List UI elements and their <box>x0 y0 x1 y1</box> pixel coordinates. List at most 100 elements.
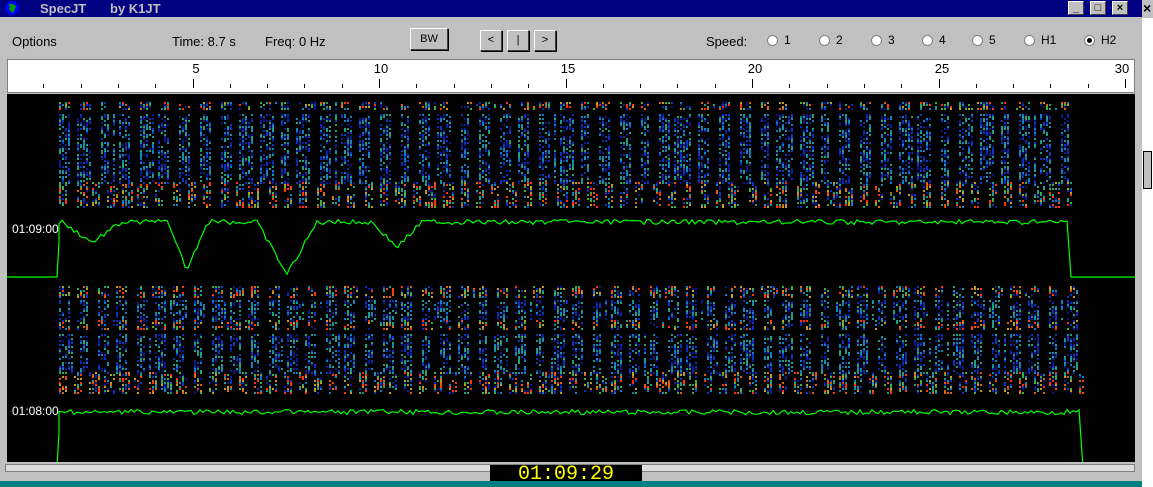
spectrogram-pixel <box>320 144 322 146</box>
close-icon[interactable]: × <box>1143 0 1152 16</box>
spectrogram-pixel <box>335 174 337 176</box>
spectrogram-pixel <box>587 126 589 128</box>
waterfall-display[interactable]: 01:09:00 01:08:00 <box>7 94 1135 462</box>
spectrogram-pixel <box>128 138 130 140</box>
spectrogram-pixel <box>404 162 406 164</box>
spectrogram-pixel <box>236 194 238 196</box>
speed-radio-4[interactable]: 4 <box>922 33 946 47</box>
spectrogram-pixel <box>902 120 904 122</box>
spectrogram-pixel <box>848 164 850 166</box>
spectrogram-pixel <box>86 128 88 130</box>
maximize-button[interactable]: □ <box>1090 1 1106 15</box>
spectrogram-pixel <box>107 164 109 166</box>
speed-radio-5[interactable]: 5 <box>972 33 996 47</box>
spectrogram-pixel <box>524 158 526 160</box>
spectrogram-pixel <box>359 146 361 148</box>
prev-button[interactable]: < <box>480 30 502 51</box>
spectrogram-pixel <box>881 144 883 146</box>
spectrogram-pixel <box>809 118 811 120</box>
spectrogram-pixel <box>224 152 226 154</box>
spectrogram-pixel <box>464 124 466 126</box>
spectrogram-pixel <box>164 134 166 136</box>
spectrogram-pixel <box>707 106 709 108</box>
spectrogram-pixel <box>143 116 145 118</box>
spectrogram-pixel <box>479 124 481 126</box>
speed-radio-h2[interactable]: H2 <box>1084 33 1116 47</box>
spectrogram-pixel <box>80 180 82 182</box>
spectrogram-pixel <box>113 150 115 152</box>
spectrogram-pixel <box>821 172 823 174</box>
spectrogram-pixel <box>1064 178 1066 180</box>
minimize-button[interactable]: _ <box>1068 1 1084 15</box>
pause-button[interactable]: | <box>507 30 529 51</box>
spectrogram-pixel <box>698 166 700 168</box>
spectrogram-pixel <box>401 144 403 146</box>
spectrogram-pixel <box>680 166 682 168</box>
speed-radio-h1[interactable]: H1 <box>1024 33 1056 47</box>
spectrogram-pixel <box>947 174 949 176</box>
spectrogram-pixel <box>869 118 871 120</box>
spectrogram-pixel <box>209 192 211 194</box>
spectrogram-pixel <box>443 132 445 134</box>
close-button[interactable]: × <box>1112 1 1128 15</box>
spectrogram-pixel <box>596 102 598 104</box>
options-menu[interactable]: Options <box>12 34 57 49</box>
spectrogram-pixel <box>806 162 808 164</box>
spectrogram-pixel <box>104 116 106 118</box>
spectrogram-pixel <box>251 162 253 164</box>
spectrogram-pixel <box>674 168 676 170</box>
spectrogram-pixel <box>272 164 274 166</box>
spectrogram-pixel <box>563 152 565 154</box>
spectrogram-pixel <box>248 204 250 206</box>
spectrogram-pixel <box>1025 114 1027 116</box>
spectrogram-pixel <box>992 108 994 110</box>
spectrogram-pixel <box>869 154 871 156</box>
spectrogram-pixel <box>347 146 349 148</box>
spectrogram-pixel <box>203 202 205 204</box>
spectrogram-pixel <box>185 116 187 118</box>
spectrogram-pixel <box>206 204 208 206</box>
spectrogram-pixel <box>725 180 727 182</box>
next-button[interactable]: > <box>534 30 556 51</box>
spectrogram-pixel <box>539 118 541 120</box>
speed-radio-3[interactable]: 3 <box>871 33 895 47</box>
spectrogram-pixel <box>461 152 463 154</box>
spectrogram-pixel <box>920 106 922 108</box>
spectrogram-pixel <box>68 116 70 118</box>
spectrogram-pixel <box>908 146 910 148</box>
spectrogram-pixel <box>884 122 886 124</box>
spectrogram-pixel <box>83 124 85 126</box>
spectrogram-pixel <box>782 146 784 148</box>
frequency-ruler[interactable]: 5 10 15 20 25 30 <box>7 59 1135 93</box>
spectrogram-pixel <box>122 108 124 110</box>
spectrogram-pixel <box>407 128 409 130</box>
spectrogram-pixel <box>272 128 274 130</box>
spectrogram-pixel <box>1007 176 1009 178</box>
bw-button[interactable]: BW <box>410 28 448 50</box>
spectrogram-pixel <box>1067 152 1069 154</box>
spectrogram-pixel <box>365 176 367 178</box>
spectrogram-pixel <box>623 154 625 156</box>
spectrogram-pixel <box>599 134 601 136</box>
spectrogram-pixel <box>158 166 160 168</box>
spectrogram-pixel <box>623 124 625 126</box>
speed-radio-1[interactable]: 1 <box>767 33 791 47</box>
spectrogram-pixel <box>404 172 406 174</box>
spectrogram-pixel <box>107 116 109 118</box>
spectrogram-pixel <box>1004 144 1006 146</box>
spectrogram-pixel <box>800 120 802 122</box>
speed-radio-2[interactable]: 2 <box>819 33 843 47</box>
spectrogram-pixel <box>869 162 871 164</box>
spectrogram-pixel <box>686 156 688 158</box>
spectrogram-pixel <box>968 124 970 126</box>
spectrogram-pixel <box>971 154 973 156</box>
spectrogram-pixel <box>569 180 571 182</box>
spectrogram-pixel <box>194 186 196 188</box>
spectrogram-pixel <box>698 126 700 128</box>
spectrogram-pixel <box>269 148 271 150</box>
spectrogram-pixel <box>1040 170 1042 172</box>
spectrogram-pixel <box>1007 132 1009 134</box>
spectrogram-pixel <box>1022 118 1024 120</box>
spectrogram-pixel <box>701 164 703 166</box>
spectrogram-pixel <box>647 162 649 164</box>
